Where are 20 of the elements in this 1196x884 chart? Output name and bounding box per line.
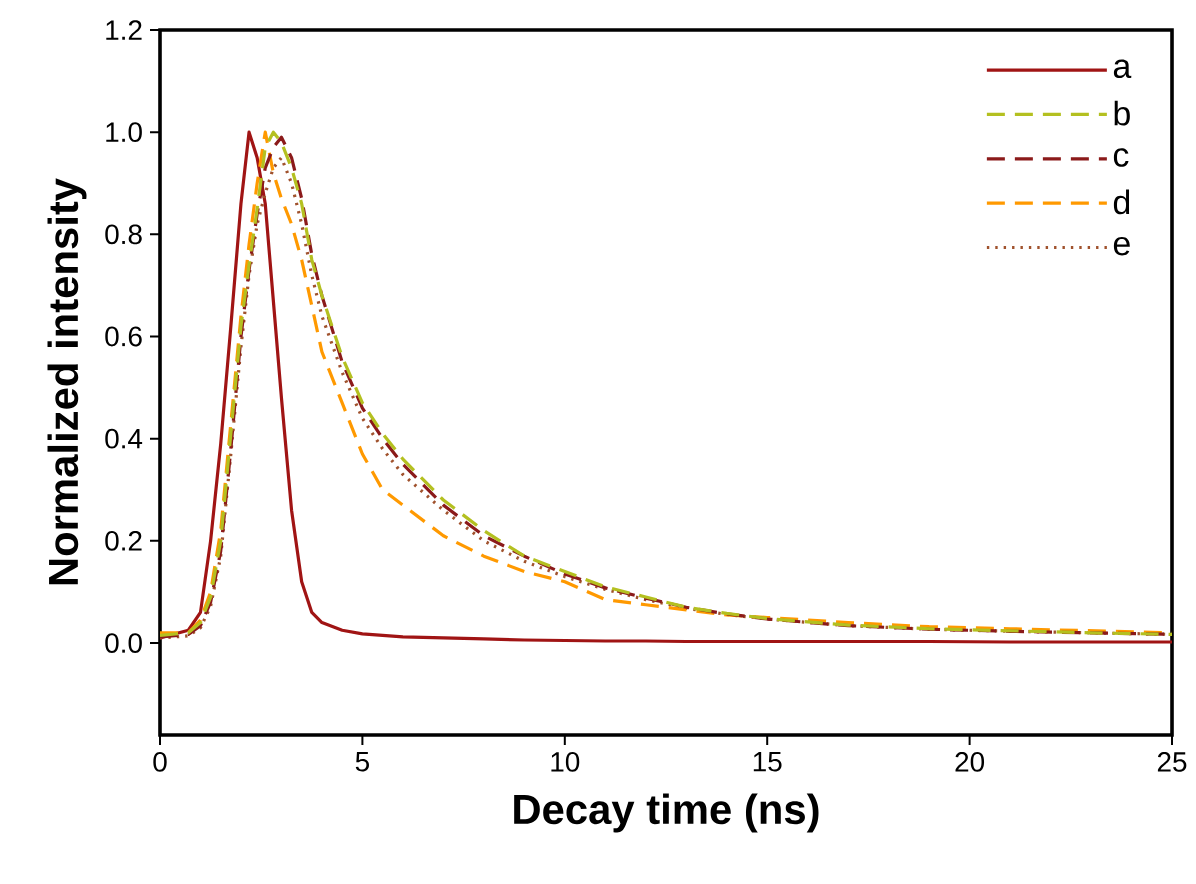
x-tick-label: 25 <box>1157 752 1187 772</box>
y-tick-label: 0.2 <box>105 530 142 551</box>
y-axis-title: Normalized intensity <box>47 178 87 585</box>
x-tick-label: 15 <box>753 752 782 772</box>
x-tick-label: 0 <box>153 752 167 772</box>
x-tick-label: 10 <box>551 752 580 772</box>
legend-label: b <box>1114 100 1130 126</box>
y-tick-label: 0.0 <box>105 633 142 653</box>
legend-label: a <box>1113 59 1132 79</box>
y-tick-label: 0.6 <box>105 326 142 347</box>
legend-label: e <box>1113 236 1130 256</box>
legend-label: c <box>1113 148 1129 167</box>
y-tick-label: 1.2 <box>106 20 142 40</box>
y-tick-label: 0.4 <box>105 428 143 449</box>
x-tick-label: 5 <box>355 752 369 772</box>
x-axis-title: Decay time (ns) <box>514 793 819 833</box>
legend-label: d <box>1113 189 1130 215</box>
y-tick-label: 0.8 <box>105 224 142 245</box>
y-tick-label: 1.0 <box>106 122 142 143</box>
x-tick-label: 20 <box>955 752 985 772</box>
